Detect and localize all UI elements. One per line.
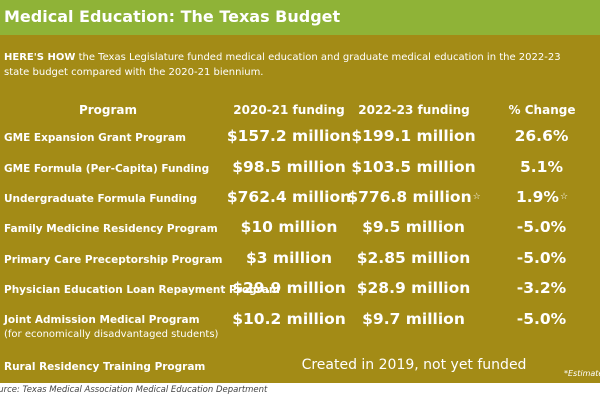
row-label: Primary Care Preceptorship Program xyxy=(4,254,223,266)
cell-2022-funding: $199.1 million xyxy=(351,127,476,145)
column-header-change: % Change xyxy=(508,103,576,117)
cell-change: -5.0% xyxy=(516,218,567,236)
page-title: Medical Education: The Texas Budget xyxy=(4,7,341,26)
footer: ource: Texas Medical Association Medical… xyxy=(0,383,600,400)
cell-2022-funding: $9.7 million xyxy=(362,310,465,328)
cell-2022-funding: $776.8 million☆ xyxy=(347,188,481,206)
source-credit: ource: Texas Medical Association Medical… xyxy=(0,385,268,395)
cell-2020-funding: $3 million xyxy=(245,249,333,267)
cell-2022-funding: $9.5 million xyxy=(362,218,465,236)
cell-change: 5.1% xyxy=(520,158,563,176)
estimate-mark: ☆ xyxy=(559,192,569,202)
cell-2022-funding: $28.9 million xyxy=(356,279,471,297)
row-label: Undergraduate Formula Funding xyxy=(4,193,198,205)
unfunded-note: Created in 2019, not yet funded xyxy=(301,357,527,373)
row-sublabel: (for economically disadvantaged students… xyxy=(4,329,219,340)
cell-change: -5.0% xyxy=(516,249,567,267)
cell-2022-funding: $103.5 million xyxy=(351,158,476,176)
estimate-mark: ☆ xyxy=(472,192,481,202)
cell-change: 26.6% xyxy=(514,127,569,145)
row-label: GME Expansion Grant Program xyxy=(4,132,186,144)
row-label: GME Formula (Per-Capita) Funding xyxy=(4,163,210,175)
cell-change: 1.9%☆ xyxy=(515,188,569,206)
intro-text: HERE'S HOW the Texas Legislature funded … xyxy=(4,50,584,80)
row-label: Rural Residency Training Program xyxy=(4,361,206,373)
cell-2020-funding: $10 million xyxy=(240,218,338,236)
intro-lead: HERE'S HOW xyxy=(4,52,76,63)
row-label: Joint Admission Medical Program (for econ… xyxy=(4,314,219,340)
cell-2020-funding: $157.2 million xyxy=(226,127,352,145)
estimated-note: *Estimated xyxy=(564,369,600,378)
cell-2020-funding: $98.5 million xyxy=(232,158,346,176)
column-header-2022-funding: 2022-23 funding xyxy=(358,103,470,117)
intro-body: the Texas Legislature funded medical edu… xyxy=(4,52,561,78)
column-header-program: Program xyxy=(78,103,138,117)
title-bar: Medical Education: The Texas Budget xyxy=(0,0,600,35)
cell-2020-funding: $29.9 million xyxy=(232,279,346,297)
cell-2020-funding: $10.2 million xyxy=(232,310,346,328)
row-label: Family Medicine Residency Program xyxy=(4,223,218,235)
cell-change: -5.0% xyxy=(516,310,567,328)
row-label: Physician Education Loan Repayment Progr… xyxy=(4,284,280,296)
column-header-2020-funding: 2020-21 funding xyxy=(233,103,345,117)
budget-panel xyxy=(0,35,600,383)
cell-change: -3.2% xyxy=(516,279,567,297)
cell-2022-funding: $2.85 million xyxy=(356,249,471,267)
cell-2020-funding: $762.4 million xyxy=(226,188,352,206)
